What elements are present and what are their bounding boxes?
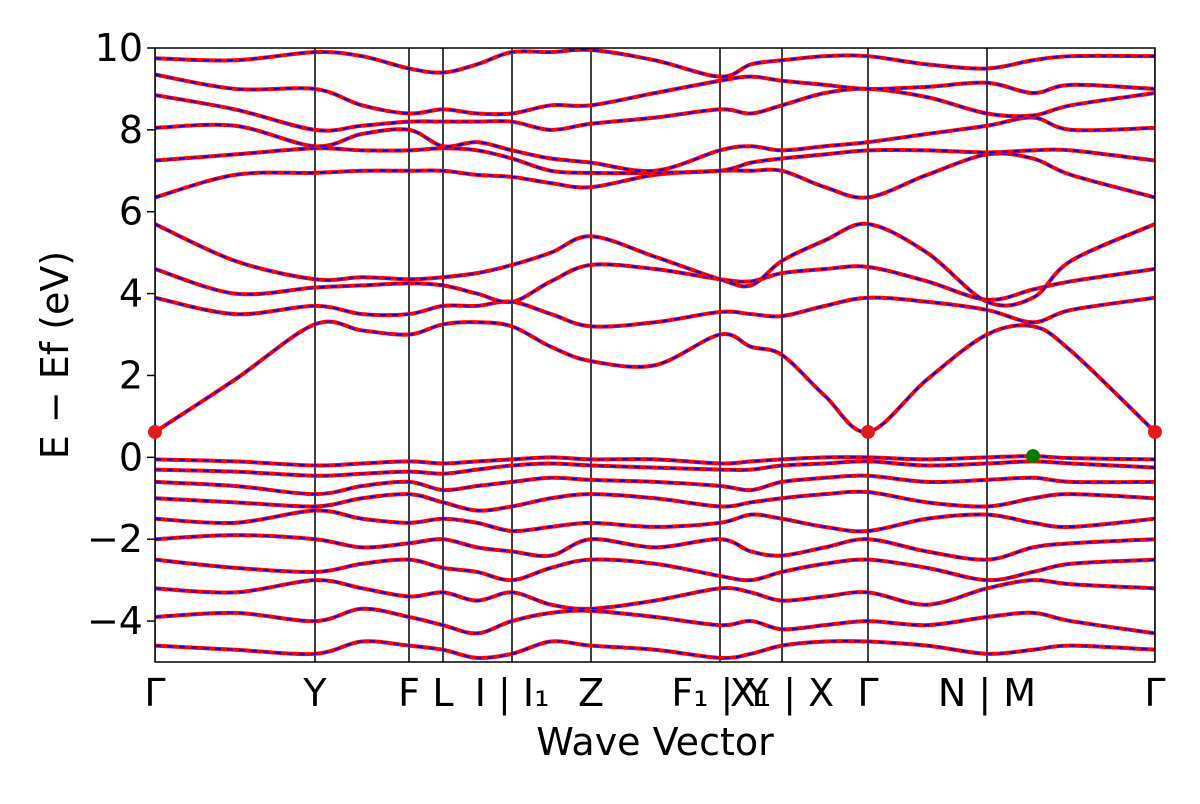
band-line-dashed (155, 296, 1155, 328)
band-line-dashed (155, 490, 1155, 512)
axes-frame (154, 47, 1156, 663)
band-line (155, 319, 1155, 434)
plot-area (155, 48, 1155, 662)
band-line-dashed (155, 509, 1155, 533)
x-tick-label: Z (578, 671, 604, 715)
band-line-dashed (155, 607, 1155, 635)
band-line-dashed (155, 87, 1155, 132)
x-tick-label: Y (302, 671, 327, 715)
y-axis-label: E − Ef (eV) (33, 251, 77, 460)
band-line (155, 454, 1155, 468)
x-tick-label: F (398, 671, 420, 715)
x-tick-label: I | I₁ (475, 671, 550, 716)
cbm-point (861, 424, 875, 439)
x-tick-label: X₁ | X (730, 671, 834, 716)
band-line (155, 48, 1155, 79)
band-line (155, 221, 1155, 308)
band-line-dashed (155, 640, 1155, 660)
y-tick-label: 2 (119, 353, 143, 397)
x-tick-label: Γ (144, 671, 165, 715)
x-tick-label: Γ (857, 671, 878, 715)
y-tick-label: 4 (119, 272, 143, 316)
band-line (155, 508, 1155, 534)
band-line-dashed (155, 73, 1155, 116)
band-line-dashed (155, 263, 1155, 304)
band-line-dashed (155, 222, 1155, 307)
y-tick-label: −4 (87, 599, 143, 643)
cbm-point (1148, 424, 1162, 439)
vbm-point (1026, 449, 1040, 464)
band-line-dashed (155, 579, 1155, 610)
band-line (155, 262, 1155, 305)
y-tick-label: 10 (95, 26, 143, 70)
band-line-dashed (155, 320, 1155, 433)
band-line (155, 72, 1155, 117)
band-line-dashed (155, 534, 1155, 561)
y-tick-label: 0 (119, 435, 143, 479)
y-tick-label: −2 (87, 517, 143, 561)
y-tick-label: 6 (119, 190, 143, 234)
band-line (155, 86, 1155, 133)
y-tick-label: 8 (119, 108, 143, 152)
band-line-dashed (155, 558, 1155, 582)
band-line (155, 557, 1155, 583)
band-line (155, 115, 1155, 174)
x-tick-label: F₁ | Y (671, 671, 769, 716)
band-line-dashed (155, 152, 1155, 199)
x-axis-label: Wave Vector (536, 720, 774, 764)
band-line-dashed (155, 48, 1155, 78)
x-tick-label: L (432, 671, 453, 715)
x-tick-label: Γ (1144, 671, 1165, 715)
x-tick-label: N | M (938, 671, 1036, 716)
cbm-point (148, 424, 162, 439)
band-line (155, 606, 1155, 636)
band-line (155, 459, 1155, 478)
band-line-dashed (155, 474, 1155, 496)
band-line-dashed (155, 147, 1155, 175)
